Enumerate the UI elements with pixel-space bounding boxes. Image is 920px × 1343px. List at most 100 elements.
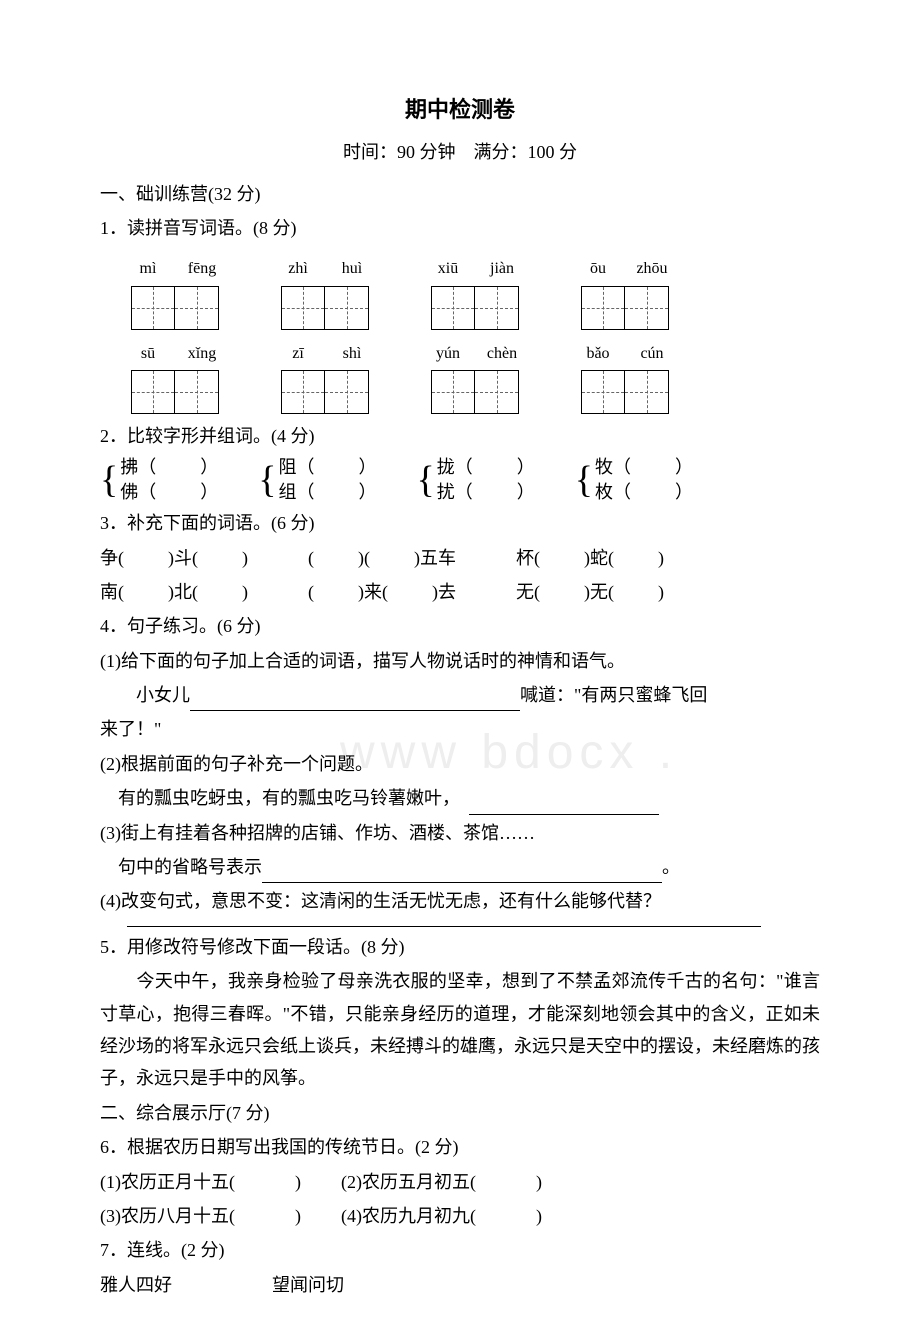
tianzi-pair[interactable] — [131, 286, 219, 330]
pinyin: zī — [280, 340, 316, 369]
q6-row1: (1)农历正月十五() (2)农历五月初五() — [100, 1166, 820, 1198]
q4-i1-end: 来了！" — [100, 713, 820, 745]
word-b: 扰（） — [437, 480, 535, 505]
pinyin: chèn — [484, 340, 520, 369]
word-b: 佛（） — [120, 480, 218, 505]
idiom-blank[interactable]: 争()斗() — [100, 542, 248, 574]
q4-i3: (3)街上有挂着各种招牌的店铺、作坊、酒楼、茶馆…… — [100, 817, 820, 849]
page-title: 期中检测卷 — [100, 90, 820, 130]
text: 有的瓢虫吃蚜虫，有的瓢虫吃马铃薯嫩叶， — [118, 788, 451, 808]
idiom-blank[interactable]: 杯()蛇() — [516, 542, 664, 574]
brace-group: { 拢（） 扰（） — [417, 455, 535, 505]
q6-item[interactable]: (1)农历正月十五() — [100, 1166, 301, 1198]
word-a: 拂（） — [120, 455, 218, 480]
brace-icon: { — [100, 455, 118, 505]
pinyin: fēng — [184, 255, 220, 284]
tianzi-pair[interactable] — [131, 370, 219, 414]
tianzi-pair[interactable] — [431, 370, 519, 414]
tianzi-pair[interactable] — [281, 370, 369, 414]
q1-row1: mìfēng zhìhuì xiūjiàn ōuzhōu — [130, 255, 820, 330]
score-value: 100 分 — [528, 142, 578, 162]
answer-line[interactable] — [127, 926, 761, 927]
pinyin: zhì — [280, 255, 316, 284]
pinyin-group: sūxǐng — [130, 340, 220, 415]
q1-label: 1．读拼音写词语。(8 分) — [100, 212, 820, 244]
q7-row: 雅人四好 望闻问切 — [100, 1269, 820, 1301]
pinyin: xǐng — [184, 340, 220, 369]
pinyin-group: ōuzhōu — [580, 255, 670, 330]
idiom-blank[interactable]: ()()五车 — [308, 542, 456, 574]
text: 句中的省略号表示 — [118, 857, 262, 877]
brace-icon: { — [575, 455, 593, 505]
tianzi-pair[interactable] — [281, 286, 369, 330]
q7-label: 7．连线。(2 分) — [100, 1234, 820, 1266]
word-b: 枚（） — [595, 480, 693, 505]
word-a: 牧（） — [595, 455, 693, 480]
q4-i2-line: 有的瓢虫吃蚜虫，有的瓢虫吃马铃薯嫩叶， — [100, 782, 820, 814]
q1-row2: sūxǐng zīshì yúnchèn bǎocún — [130, 340, 820, 415]
pinyin-group: bǎocún — [580, 340, 670, 415]
q5-label: 5．用修改符号修改下面一段话。(8 分) — [100, 931, 820, 963]
pinyin: sū — [130, 340, 166, 369]
brace-group: { 阻（） 组（） — [258, 455, 376, 505]
word-a: 拢（） — [437, 455, 535, 480]
q4-i1: (1)给下面的句子加上合适的词语，描写人物说话时的神情和语气。 — [100, 645, 820, 677]
word-a: 阻（） — [279, 455, 377, 480]
brace-icon: { — [258, 455, 276, 505]
q4-i2: (2)根据前面的句子补充一个问题。 — [100, 748, 820, 780]
pinyin: cún — [634, 340, 670, 369]
tianzi-pair[interactable] — [581, 370, 669, 414]
pinyin: huì — [334, 255, 370, 284]
pinyin-group: yúnchèn — [430, 340, 520, 415]
q3-label: 3．补充下面的词语。(6 分) — [100, 507, 820, 539]
blank-line[interactable] — [262, 862, 662, 884]
pinyin-group: mìfēng — [130, 255, 220, 330]
text: 。 — [662, 857, 680, 877]
q7-right[interactable]: 望闻问切 — [272, 1269, 344, 1301]
q2-label: 2．比较字形并组词。(4 分) — [100, 420, 820, 452]
q6-item[interactable]: (4)农历九月初九() — [341, 1200, 542, 1232]
idiom-blank[interactable]: 无()无() — [516, 576, 664, 608]
text: 小女儿 — [136, 685, 190, 705]
blank-line[interactable] — [190, 690, 520, 712]
time-value: 90 分钟 — [397, 142, 456, 162]
q4-i1-line: 小女儿 喊道："有两只蜜蜂飞回 — [100, 679, 820, 711]
tianzi-pair[interactable] — [431, 286, 519, 330]
tianzi-pair[interactable] — [581, 286, 669, 330]
q4-i3-line: 句中的省略号表示 。 — [100, 851, 820, 883]
pinyin-group: zīshì — [280, 340, 370, 415]
blank-line[interactable] — [469, 793, 659, 815]
q6-label: 6．根据农历日期写出我国的传统节日。(2 分) — [100, 1131, 820, 1163]
pinyin-group: zhìhuì — [280, 255, 370, 330]
pinyin: shì — [334, 340, 370, 369]
text: 喊道："有两只蜜蜂飞回 — [520, 685, 707, 705]
q7-left[interactable]: 雅人四好 — [100, 1269, 172, 1301]
q2-row: { 拂（） 佛（） { 阻（） 组（） { 拢（） 扰（） { 牧（） 枚（） — [100, 455, 820, 505]
pinyin: ōu — [580, 255, 616, 284]
idiom-blank[interactable]: ()来()去 — [308, 576, 456, 608]
word-b: 组（） — [279, 480, 377, 505]
brace-icon: { — [417, 455, 435, 505]
q3-row2: 南()北() ()来()去 无()无() — [100, 576, 820, 608]
score-label: 满分： — [456, 142, 528, 162]
pinyin: mì — [130, 255, 166, 284]
brace-group: { 拂（） 佛（） — [100, 455, 218, 505]
section2-heading: 二、综合展示厅(7 分) — [100, 1097, 820, 1129]
section1-heading: 一、础训练营(32 分) — [100, 178, 820, 210]
brace-group: { 牧（） 枚（） — [575, 455, 693, 505]
pinyin: bǎo — [580, 340, 616, 369]
q5-para: 今天中午，我亲身检验了母亲洗衣服的坚幸，想到了不禁孟郊流传千古的名句："谁言寸草… — [100, 965, 820, 1095]
q4-i4: (4)改变句式，意思不变：这清闲的生活无忧无虑，还有什么能够代替？ — [100, 885, 820, 917]
q6-item[interactable]: (3)农历八月十五() — [100, 1200, 301, 1232]
pinyin-group: xiūjiàn — [430, 255, 520, 330]
pinyin: xiū — [430, 255, 466, 284]
idiom-blank[interactable]: 南()北() — [100, 576, 248, 608]
q4-label: 4．句子练习。(6 分) — [100, 610, 820, 642]
pinyin: zhōu — [634, 255, 670, 284]
q6-item[interactable]: (2)农历五月初五() — [341, 1166, 542, 1198]
pinyin: jiàn — [484, 255, 520, 284]
q6-row2: (3)农历八月十五() (4)农历九月初九() — [100, 1200, 820, 1232]
time-label: 时间： — [343, 142, 397, 162]
page-subtitle: 时间：90 分钟 满分：100 分 — [100, 136, 820, 168]
pinyin: yún — [430, 340, 466, 369]
